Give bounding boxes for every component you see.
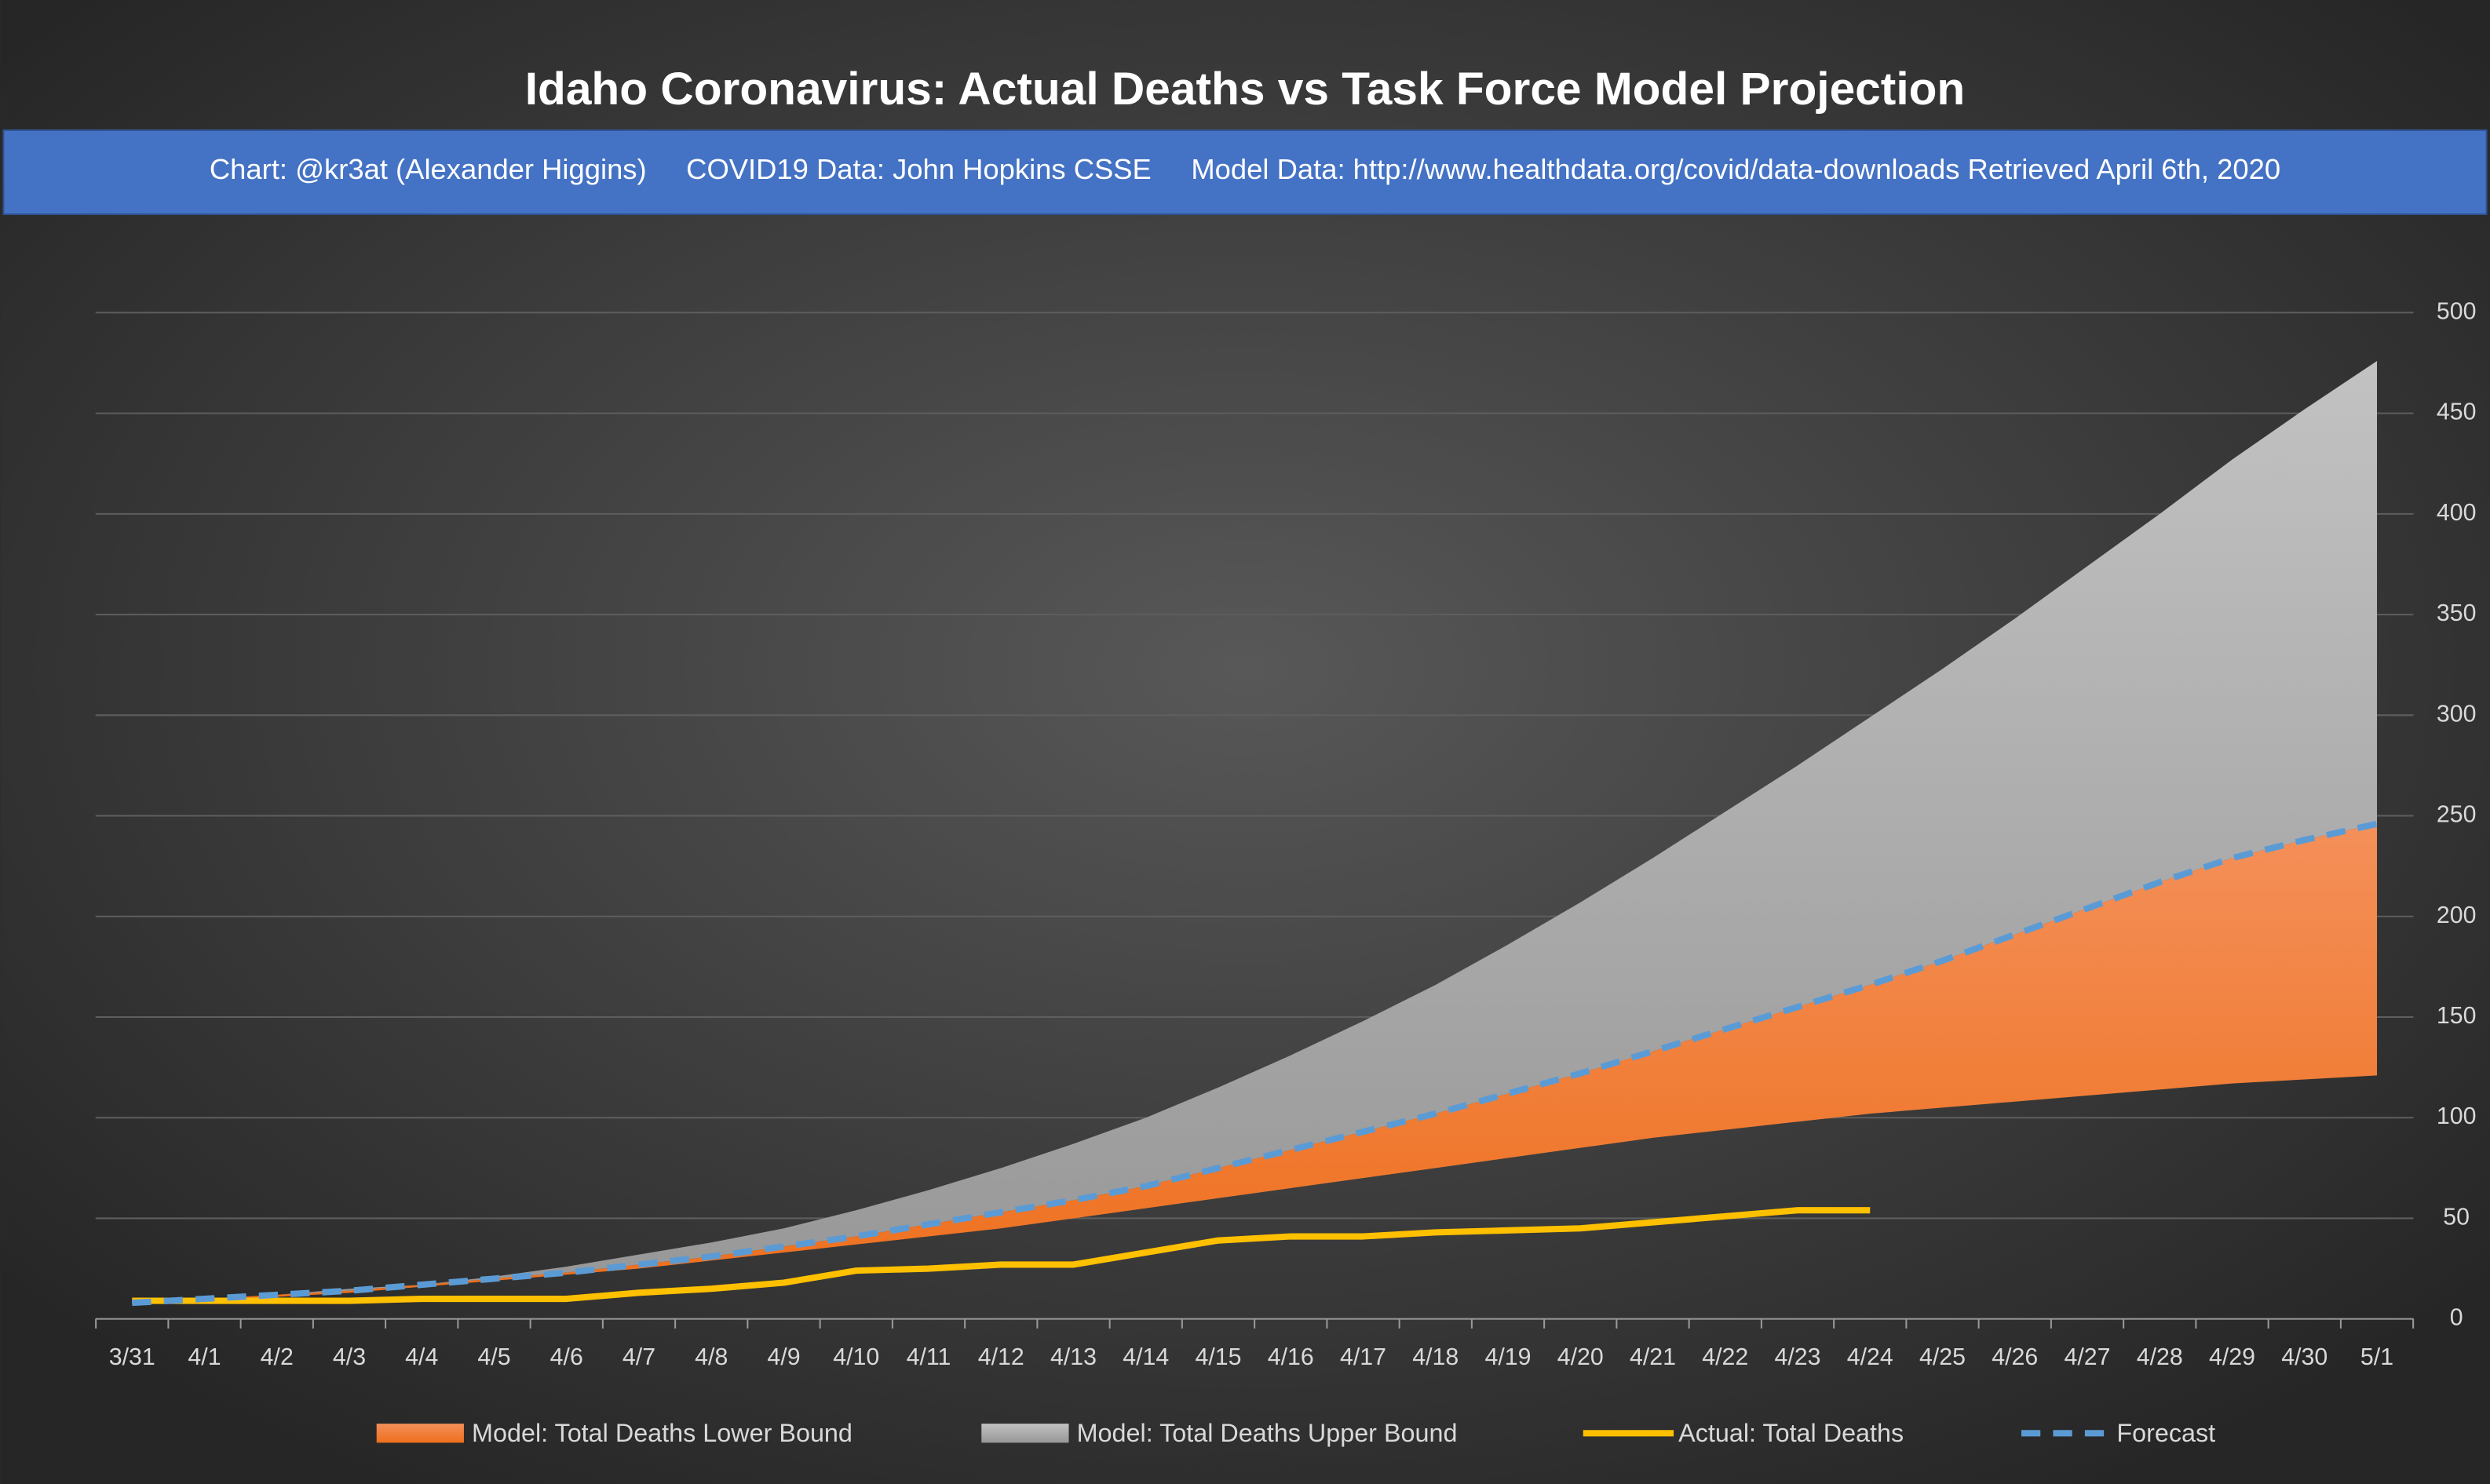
- x-tick-label: 4/22: [1702, 1344, 1748, 1370]
- y-tick-label: 200: [2437, 902, 2477, 928]
- chart-title: Idaho Coronavirus: Actual Deaths vs Task…: [525, 64, 1966, 115]
- x-tick-label: 4/25: [1919, 1344, 1966, 1370]
- x-tick-label: 4/24: [1847, 1344, 1893, 1370]
- x-tick-label: 3/31: [109, 1344, 155, 1370]
- y-tick-label: 450: [2437, 399, 2477, 425]
- x-tick-label: 4/23: [1774, 1344, 1820, 1370]
- y-tick-label: 250: [2437, 802, 2477, 828]
- legend-label: Model: Total Deaths Upper Bound: [1077, 1419, 1458, 1447]
- x-tick-label: 4/19: [1484, 1344, 1531, 1370]
- legend-swatch: [376, 1424, 464, 1443]
- chart-subtitle: Chart: @kr3at (Alexander Higgins) COVID1…: [210, 153, 2280, 185]
- x-tick-label: 4/28: [2137, 1344, 2183, 1370]
- subtitle-banner: [2, 129, 2488, 216]
- x-tick-label: 4/11: [907, 1344, 951, 1370]
- actual-line: [132, 1207, 1871, 1304]
- x-tick-label: 4/13: [1050, 1344, 1097, 1370]
- x-tick-label: 4/20: [1557, 1344, 1604, 1370]
- y-tick-label: 150: [2437, 1003, 2477, 1029]
- x-tick-label: 4/8: [695, 1344, 728, 1370]
- x-tick-label: 4/26: [1992, 1344, 2038, 1370]
- lower-bound-area: [132, 823, 2378, 1304]
- x-tick-label: 4/27: [2064, 1344, 2110, 1370]
- x-tick-label: 4/12: [978, 1344, 1024, 1370]
- y-tick-label: 350: [2437, 600, 2477, 626]
- x-tick-label: 4/30: [2281, 1344, 2328, 1370]
- x-tick-label: 4/7: [622, 1344, 655, 1370]
- x-tick-label: 5/1: [2360, 1344, 2393, 1370]
- legend-label: Forecast: [2116, 1419, 2215, 1447]
- y-tick-label: 400: [2437, 500, 2477, 526]
- x-tick-label: 4/4: [405, 1344, 438, 1370]
- x-tick-label: 4/21: [1630, 1344, 1676, 1370]
- x-tick-label: 4/5: [477, 1344, 510, 1370]
- x-tick-label: 4/2: [261, 1344, 294, 1370]
- upper-bound-area: [132, 360, 2378, 1304]
- x-tick-label: 4/18: [1412, 1344, 1459, 1370]
- legend-label: Model: Total Deaths Lower Bound: [472, 1419, 853, 1447]
- y-tick-label: 0: [2450, 1305, 2463, 1331]
- x-tick-label: 4/10: [833, 1344, 879, 1370]
- x-tick-label: 4/17: [1340, 1344, 1386, 1370]
- x-tick-label: 4/15: [1195, 1344, 1241, 1370]
- x-tick-label: 4/9: [767, 1344, 800, 1370]
- legend-label: Actual: Total Deaths: [1678, 1419, 1904, 1447]
- x-tick-label: 4/14: [1123, 1344, 1169, 1370]
- y-tick-label: 100: [2437, 1103, 2477, 1129]
- forecast-line: [132, 820, 2378, 1307]
- y-tick-label: 500: [2437, 298, 2477, 324]
- legend-swatch: [981, 1424, 1069, 1443]
- x-tick-label: 4/1: [188, 1344, 221, 1370]
- x-tick-label: 4/29: [2209, 1344, 2255, 1370]
- x-tick-label: 4/6: [550, 1344, 583, 1370]
- y-tick-label: 50: [2443, 1204, 2470, 1230]
- y-tick-label: 300: [2437, 701, 2477, 727]
- x-tick-label: 4/16: [1268, 1344, 1314, 1370]
- x-tick-label: 4/3: [333, 1344, 366, 1370]
